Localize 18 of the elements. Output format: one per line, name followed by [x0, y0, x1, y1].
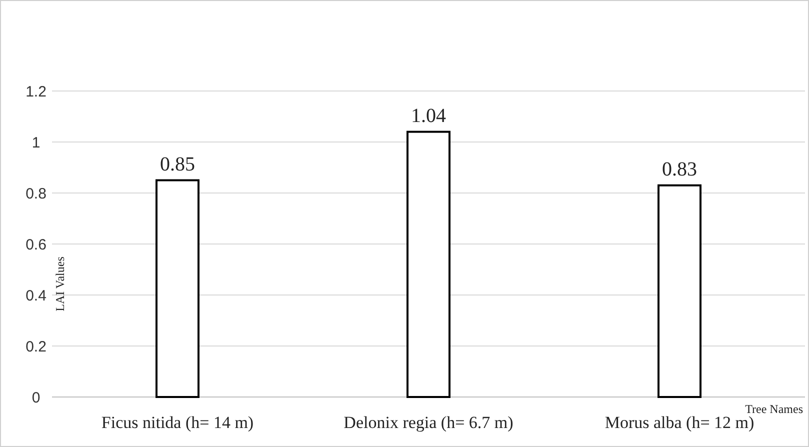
y-tick-label: 1	[32, 134, 40, 152]
x-tick-label: Ficus nitida (h= 14 m)	[101, 413, 254, 432]
x-tick-label: Delonix regia (h= 6.7 m)	[344, 413, 514, 432]
data-label: 0.83	[662, 158, 697, 180]
x-tick-label: Morus alba (h= 12 m)	[604, 413, 754, 432]
y-axis-title: LAI Values	[53, 256, 67, 312]
y-tick-label: 0.4	[26, 287, 46, 304]
y-tick-label: 0.8	[26, 185, 46, 202]
data-label: 0.85	[160, 153, 195, 176]
y-tick-label: 0	[32, 389, 40, 406]
bar	[406, 130, 450, 398]
y-tick-label: 0.6	[26, 236, 46, 254]
bar	[658, 184, 702, 398]
data-label: 1.04	[411, 104, 446, 127]
y-tick-label: 1.2	[26, 83, 46, 100]
x-axis-title: Tree Names	[745, 402, 804, 416]
y-tick-label: 0.2	[26, 338, 46, 356]
bar	[156, 179, 200, 398]
